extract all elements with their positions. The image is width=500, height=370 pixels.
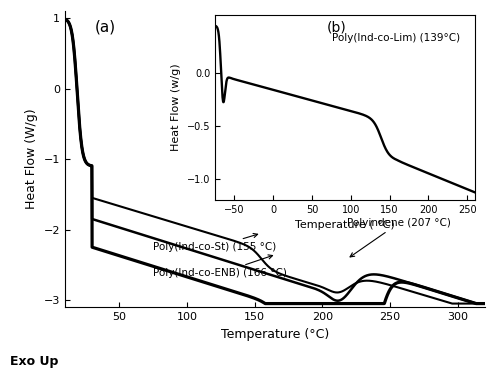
Y-axis label: Heat Flow (w/g): Heat Flow (w/g) [171,64,181,151]
Text: Poly(Ind-co-Lim) (139°C): Poly(Ind-co-Lim) (139°C) [332,33,460,43]
Text: Polyindene (207 °C): Polyindene (207 °C) [347,218,451,257]
Text: (b): (b) [327,20,346,34]
X-axis label: Temperature ( °C): Temperature ( °C) [295,220,395,230]
Text: Exo Up: Exo Up [10,355,58,368]
Text: (a): (a) [94,20,116,35]
X-axis label: Temperature (°C): Temperature (°C) [221,327,329,340]
Text: Poly(Ind-co-St) (155 °C): Poly(Ind-co-St) (155 °C) [153,233,276,252]
Y-axis label: Heat Flow (W/g): Heat Flow (W/g) [25,109,38,209]
Text: Poly(Ind-co-ENB) (166 °C): Poly(Ind-co-ENB) (166 °C) [153,255,287,278]
